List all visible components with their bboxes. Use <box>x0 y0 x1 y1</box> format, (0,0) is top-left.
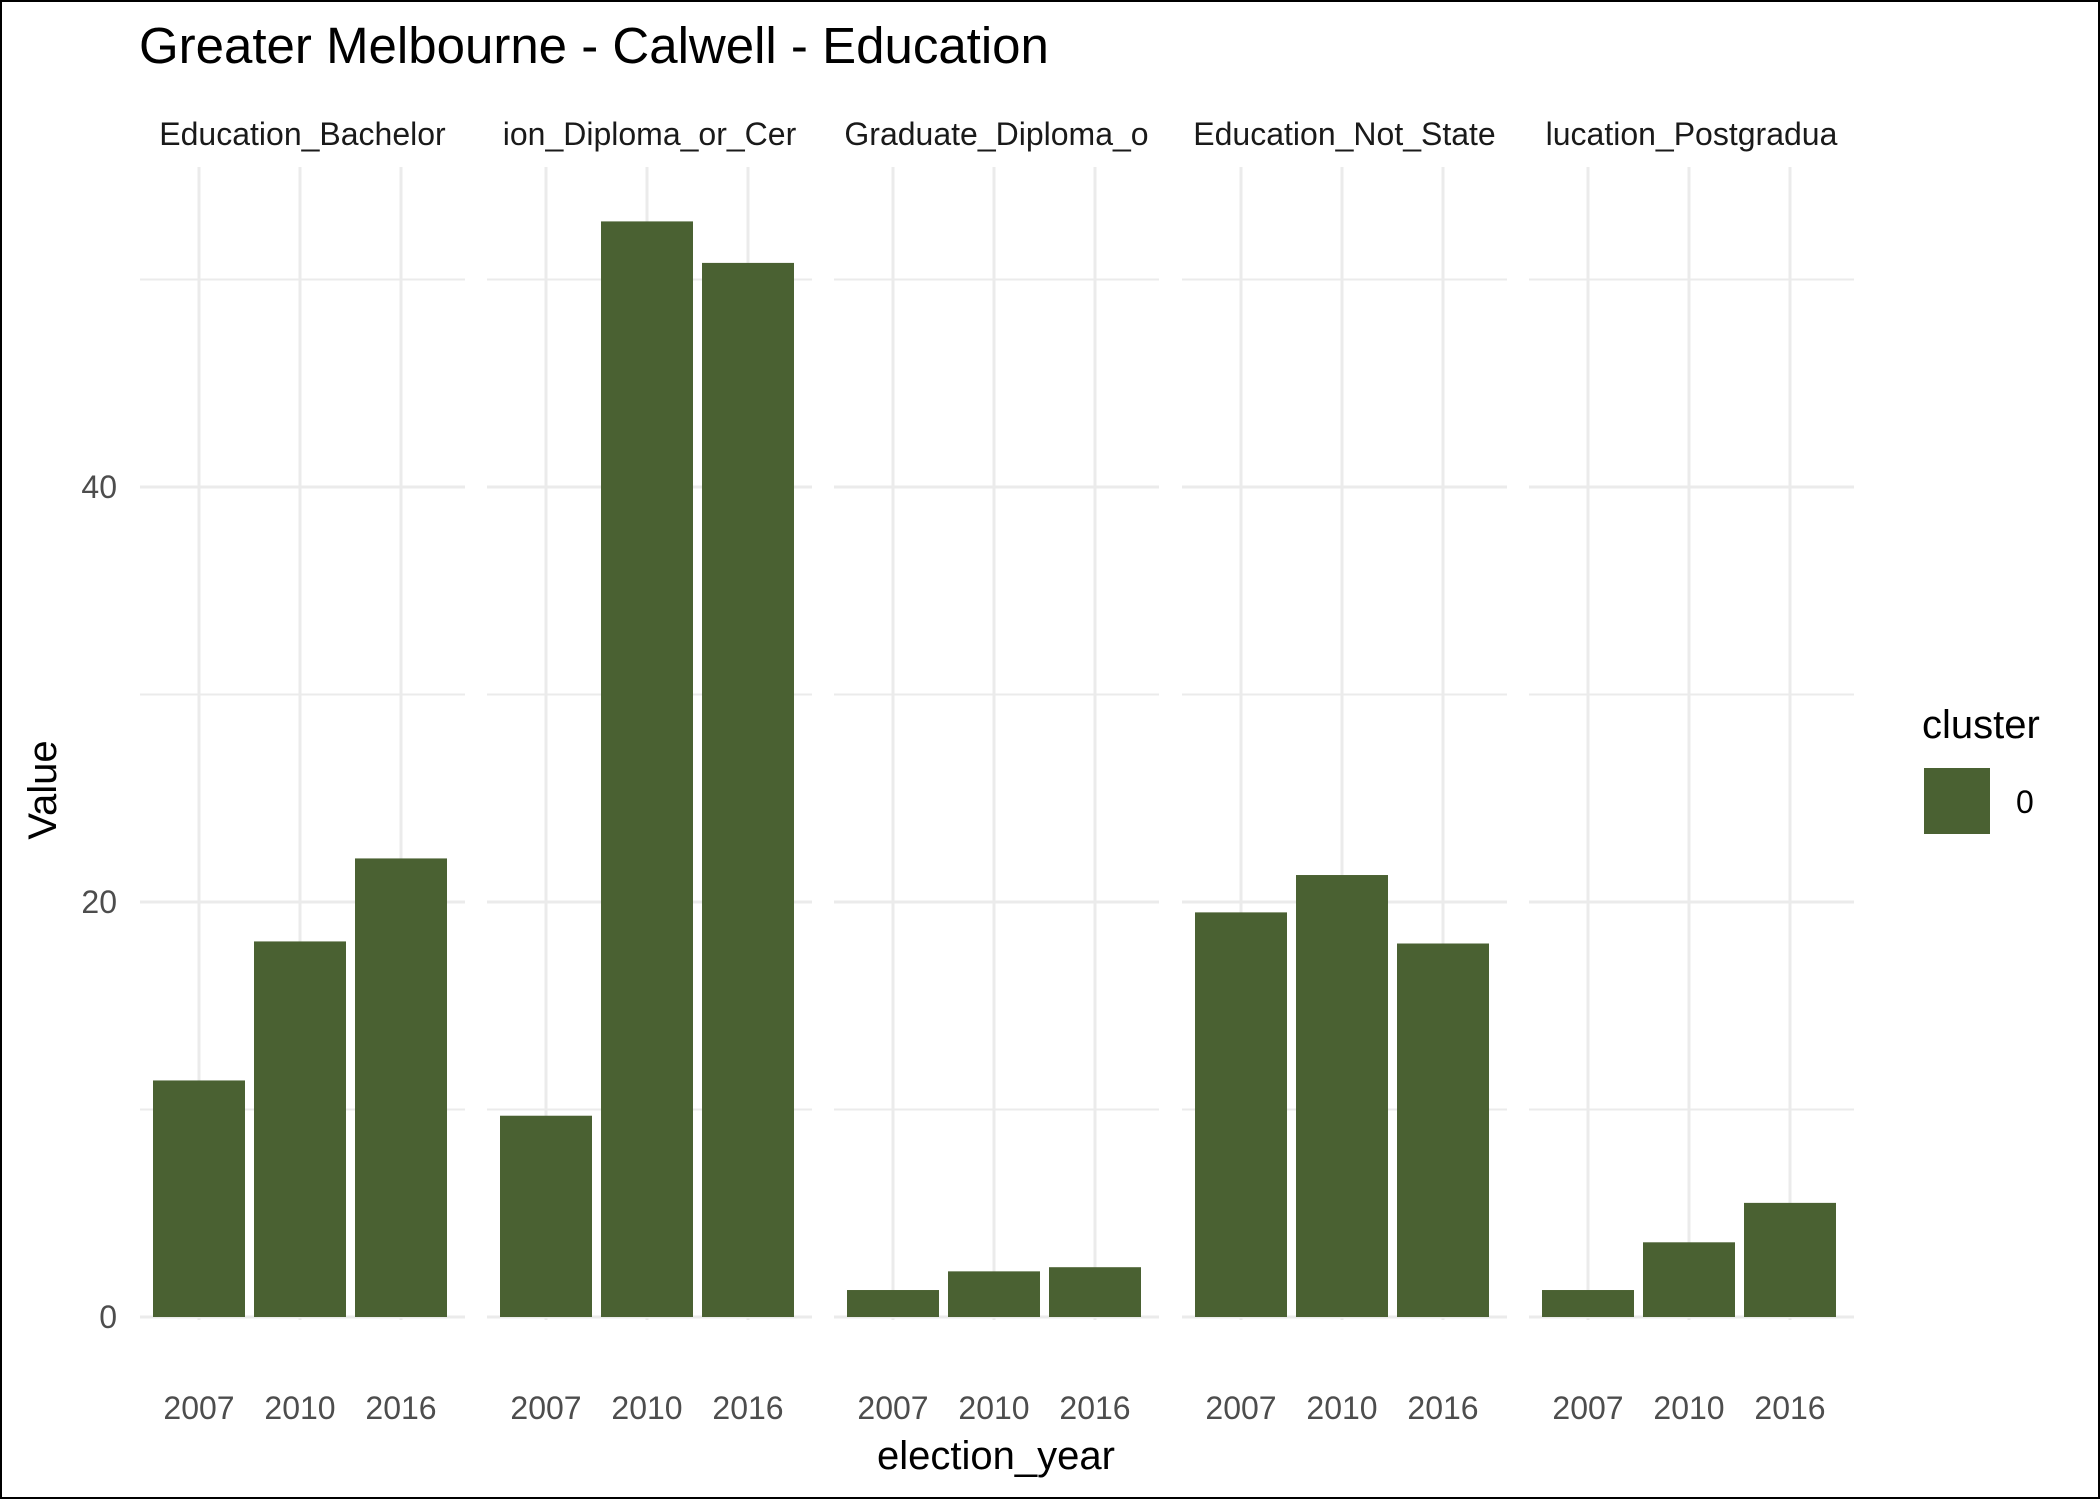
legend-key <box>1924 768 1990 834</box>
facet-panel: Graduate_Diploma_o 2007 2010 2016 <box>834 116 1159 1426</box>
facet-strip-label: Education_Not_State <box>1193 116 1495 152</box>
x-axis-title: election_year <box>877 1434 1115 1478</box>
bar <box>847 1290 939 1317</box>
x-tick-label: 2010 <box>1653 1390 1724 1426</box>
facet-strip-label: lucation_Postgradua <box>1546 116 1838 152</box>
facet-panel: lucation_Postgradua 2007 2010 2016 <box>1529 116 1854 1426</box>
x-tick-label: 2010 <box>264 1390 335 1426</box>
bar <box>1296 875 1388 1317</box>
bar <box>355 858 447 1317</box>
bar <box>153 1080 245 1317</box>
bar <box>1397 943 1489 1317</box>
bar <box>1049 1267 1141 1317</box>
facet-panel: Education_Bachelor 2007 2010 2016 <box>140 116 465 1426</box>
facet-panel: ion_Diploma_or_Cer 2007 2010 2016 <box>487 116 812 1426</box>
legend-label: 0 <box>2016 784 2034 820</box>
bar <box>1542 1290 1634 1317</box>
x-tick-label: 2016 <box>1754 1390 1825 1426</box>
facet-panel: Education_Not_State 2007 2010 2016 <box>1182 116 1507 1426</box>
x-tick-label: 2010 <box>1306 1390 1377 1426</box>
bar <box>254 941 346 1317</box>
x-tick-label: 2007 <box>1205 1390 1276 1426</box>
bar <box>1744 1202 1836 1317</box>
facet-strip-label: Graduate_Diploma_o <box>844 116 1148 152</box>
legend-entries: 0 <box>1924 768 2034 834</box>
x-tick-label: 2010 <box>611 1390 682 1426</box>
x-tick-label: 2007 <box>857 1390 928 1426</box>
x-tick-label: 2007 <box>510 1390 581 1426</box>
y-tick-label: 20 <box>81 884 117 920</box>
x-tick-label: 2010 <box>958 1390 1029 1426</box>
facet-strip-label: ion_Diploma_or_Cer <box>503 116 797 152</box>
bar <box>948 1271 1040 1317</box>
y-axis: 0 20 40 <box>81 469 117 1335</box>
x-tick-label: 2016 <box>1059 1390 1130 1426</box>
bar <box>1195 912 1287 1317</box>
bar <box>1643 1242 1735 1317</box>
x-tick-label: 2016 <box>1407 1390 1478 1426</box>
x-tick-label: 2007 <box>163 1390 234 1426</box>
x-tick-label: 2016 <box>712 1390 783 1426</box>
legend-title: cluster <box>1922 703 2040 747</box>
y-tick-label: 40 <box>81 469 117 505</box>
x-tick-label: 2007 <box>1552 1390 1623 1426</box>
y-tick-label: 0 <box>99 1299 117 1335</box>
chart-title: Greater Melbourne - Calwell - Education <box>139 17 1049 74</box>
bar <box>702 262 794 1317</box>
bar <box>601 221 693 1317</box>
y-axis-title: Value <box>21 740 65 839</box>
x-tick-label: 2016 <box>365 1390 436 1426</box>
facet-strip-label: Education_Bachelor <box>159 116 446 152</box>
legend: cluster 0 <box>1922 703 2040 834</box>
bar <box>500 1115 592 1317</box>
